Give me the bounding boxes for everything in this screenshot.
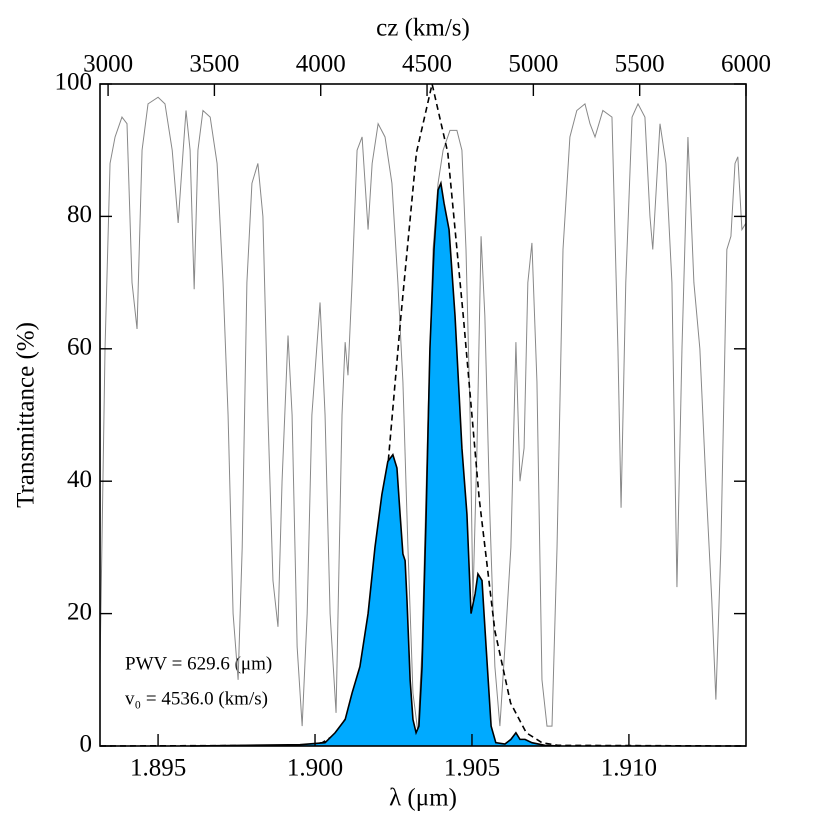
x2-tick-label: 6000 <box>721 51 771 78</box>
x2-tick-label: 5500 <box>615 51 665 78</box>
x2-tick-label: 3000 <box>83 51 133 78</box>
plot-frame <box>99 83 747 747</box>
y-tick-label: 20 <box>67 598 92 625</box>
top-axis-title: cz (km/s) <box>376 15 470 42</box>
x-tick-label: 1.895 <box>130 755 186 782</box>
y-tick-label: 60 <box>67 334 92 361</box>
x-tick-label: 1.910 <box>601 755 657 782</box>
x-tick-label: 1.905 <box>444 755 500 782</box>
y-tick-label: 0 <box>80 731 93 758</box>
annotation: PWV = 629.6 (μm) <box>125 653 272 674</box>
x-tick-label: 1.900 <box>287 755 343 782</box>
y-tick-label: 80 <box>67 201 92 228</box>
x2-tick-label: 4500 <box>402 51 452 78</box>
y-tick-label: 40 <box>67 466 92 493</box>
x2-tick-label: 4000 <box>296 51 346 78</box>
y-tick-label: 100 <box>55 69 93 96</box>
x2-tick-label: 3500 <box>189 51 239 78</box>
x2-tick-label: 5000 <box>508 51 558 78</box>
area <box>190 183 560 747</box>
y-axis-title: Transmittance (%) <box>13 322 40 508</box>
x-axis-title: λ (μm) <box>389 785 457 812</box>
annotation: v₀ = 4536.0 (km/s) <box>125 688 268 709</box>
line <box>190 180 560 747</box>
